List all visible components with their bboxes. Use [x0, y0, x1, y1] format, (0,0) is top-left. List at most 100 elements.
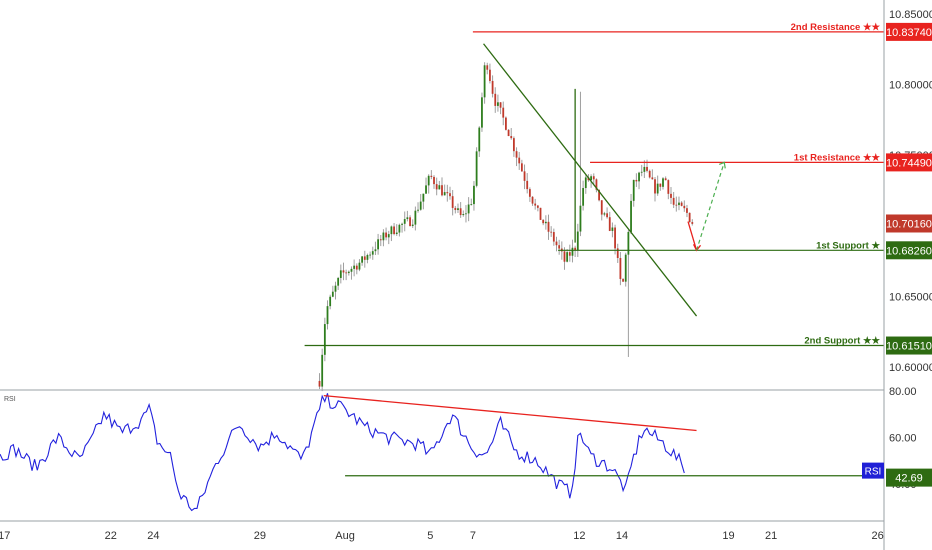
candle [379, 235, 382, 247]
candle-body [616, 248, 619, 258]
candle [321, 348, 324, 392]
resistance-value-badge [886, 153, 932, 172]
candle-body [350, 268, 353, 272]
candle-body [441, 185, 443, 196]
candle [691, 219, 694, 226]
candle [361, 255, 364, 266]
candle [619, 252, 622, 286]
candle [486, 62, 489, 75]
candles-layer [318, 62, 694, 392]
candle [377, 233, 379, 255]
resistance-level-label: 1st Resistance ★★ [794, 152, 881, 163]
current-price-text: 10.70160 [886, 218, 932, 230]
candle [512, 136, 515, 157]
price-lines-layer [304, 31, 884, 347]
price-axis[interactable]: 10.8500010.8000010.7500010.7000010.65000… [883, 0, 932, 550]
candle-body [608, 217, 611, 231]
candle-body [443, 192, 446, 196]
rsi-tick-label: 60.00 [889, 432, 917, 444]
candle-body [353, 265, 356, 269]
candle [595, 178, 598, 193]
candle [630, 193, 632, 234]
candle-body [518, 157, 521, 164]
candle-body [566, 252, 569, 262]
candle-body [371, 251, 374, 255]
candle-body [491, 80, 494, 94]
time-tick-label: 5 [427, 530, 433, 542]
candle [528, 187, 531, 202]
candle [387, 230, 390, 245]
candle [526, 173, 529, 194]
candle [323, 317, 326, 362]
candle-body [672, 197, 675, 205]
candle-body [528, 189, 531, 197]
candle-body [419, 201, 422, 210]
candle [574, 245, 577, 257]
time-tick-label: 7 [470, 530, 476, 542]
candle-body [683, 205, 686, 209]
candle [475, 147, 478, 188]
candle [462, 210, 465, 217]
time-tick-label: 19 [722, 530, 734, 542]
candle [390, 225, 393, 242]
candle-body [520, 163, 523, 172]
candle-body [345, 272, 348, 274]
candle-body [574, 247, 577, 251]
candle-body [417, 209, 419, 211]
rsi-pane: RSI [0, 393, 884, 512]
candle-body [579, 205, 582, 232]
candle [438, 180, 441, 190]
candle-body [483, 65, 486, 98]
candle-body [606, 213, 608, 218]
candle-body [449, 193, 451, 197]
candle-body [422, 193, 425, 202]
projection-up-arrowhead [719, 161, 726, 169]
candle [552, 228, 555, 246]
candle [568, 244, 571, 262]
candle [347, 270, 350, 276]
candle [481, 92, 483, 132]
level-labels: 2nd Resistance ★★ 10.83740 1st Resistance … [791, 22, 932, 355]
time-axis[interactable]: 17 22 24 29 Aug 5 7 12 14 19 21 26 [0, 520, 884, 542]
candle [608, 211, 611, 232]
candle-body [614, 227, 616, 249]
candle [547, 214, 550, 240]
candle-body [438, 185, 441, 190]
candle [600, 200, 603, 221]
candle [646, 159, 648, 173]
candle-body [451, 196, 454, 208]
candle-body [552, 232, 555, 242]
candle-body [377, 239, 379, 250]
candle [531, 196, 534, 206]
candle-body [555, 241, 558, 246]
candle [489, 63, 491, 84]
candle [411, 219, 414, 228]
candle-body [611, 227, 614, 231]
price-tick-label: 10.80000 [889, 80, 932, 92]
candle [592, 173, 595, 186]
candle-body [632, 179, 635, 201]
candle [659, 183, 662, 191]
candle [339, 264, 342, 284]
time-tick-label: 21 [765, 530, 777, 542]
candle [654, 177, 656, 202]
candle-body [523, 171, 526, 181]
candle-body [568, 252, 571, 256]
candle [576, 223, 579, 257]
candle-body [651, 177, 654, 180]
candle-body [656, 183, 659, 194]
candle [454, 205, 457, 214]
candle [446, 184, 449, 202]
candle-body [576, 231, 579, 251]
candle [675, 196, 678, 212]
projection-up-dashed [695, 162, 725, 251]
candle [664, 176, 667, 181]
candle-body [598, 189, 600, 201]
candle [622, 278, 624, 283]
price-tick-label: 10.60000 [889, 362, 932, 374]
candle-body [592, 176, 595, 180]
candle-body [542, 219, 545, 224]
candle [614, 224, 616, 255]
candle [662, 177, 664, 190]
